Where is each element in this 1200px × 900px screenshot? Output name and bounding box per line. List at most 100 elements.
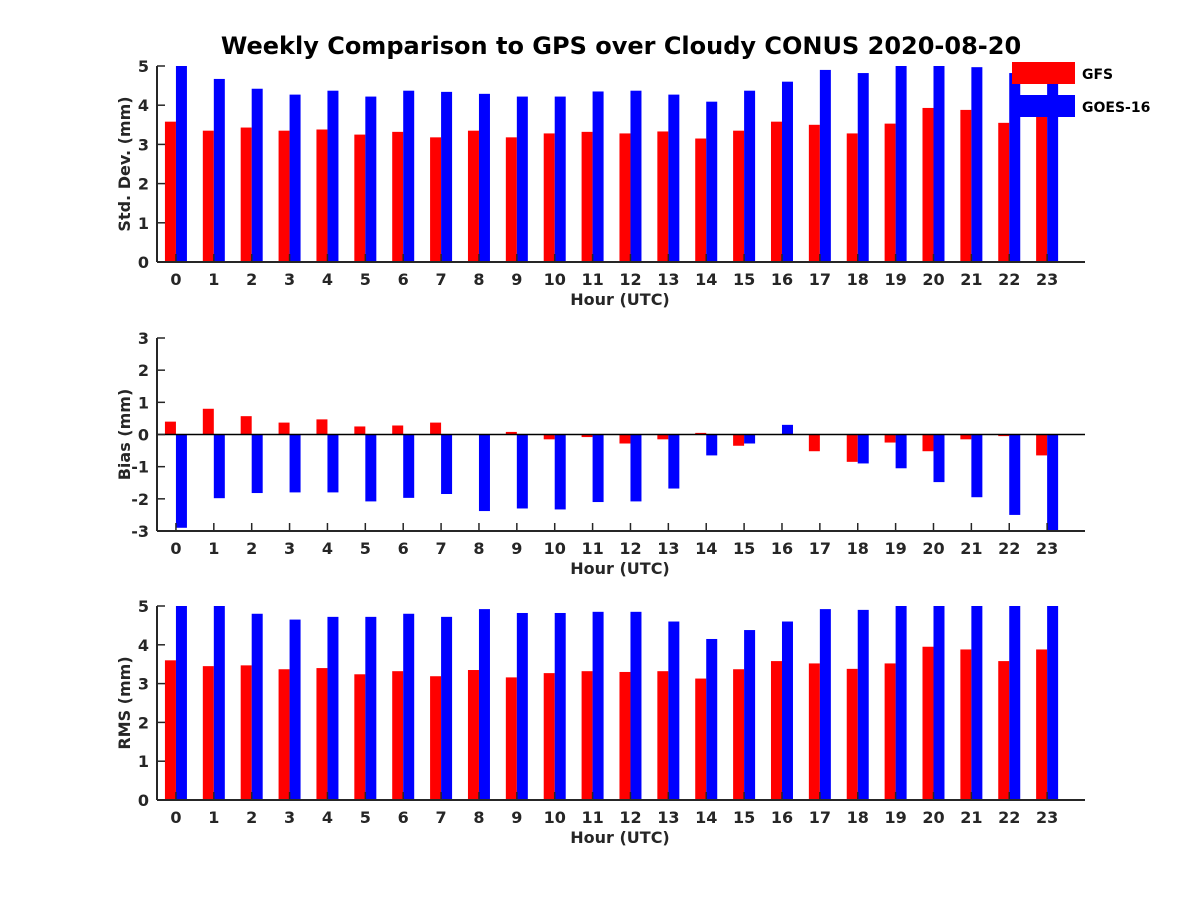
- bar-goes16-rms-3: [289, 619, 301, 800]
- bar-gfs-rms-5: [354, 674, 366, 800]
- bar-goes16-bias-1: [213, 434, 225, 499]
- bar-goes16-bias-23: [1047, 434, 1059, 531]
- x-tick-label-rms-2: 2: [246, 808, 257, 827]
- x-tick-label-stddev-5: 5: [360, 270, 371, 289]
- bar-goes16-stddev-22: [1009, 73, 1021, 262]
- bar-gfs-bias-22: [998, 434, 1010, 437]
- bar-gfs-bias-21: [960, 434, 972, 440]
- bar-goes16-stddev-0: [175, 66, 187, 262]
- bar-gfs-stddev-2: [240, 127, 252, 262]
- bar-gfs-stddev-15: [733, 130, 745, 262]
- x-tick-label-stddev-2: 2: [246, 270, 257, 289]
- bar-goes16-bias-0: [175, 434, 187, 528]
- bar-goes16-rms-9: [516, 612, 528, 800]
- bar-gfs-rms-16: [770, 661, 782, 800]
- bar-goes16-stddev-21: [971, 67, 983, 263]
- bar-goes16-rms-20: [933, 606, 945, 800]
- bar-goes16-stddev-14: [706, 101, 718, 262]
- bar-goes16-stddev-13: [668, 94, 680, 262]
- bar-goes16-bias-14: [706, 434, 718, 456]
- bar-gfs-bias-23: [1036, 434, 1048, 456]
- bar-gfs-rms-11: [581, 671, 593, 800]
- bar-gfs-stddev-9: [505, 137, 517, 262]
- y-tick-label-rms-4: 4: [138, 636, 149, 655]
- bar-goes16-bias-12: [630, 434, 642, 502]
- bar-gfs-rms-3: [278, 669, 290, 800]
- x-tick-label-stddev-14: 14: [695, 270, 717, 289]
- bar-gfs-stddev-4: [316, 129, 328, 262]
- bar-goes16-bias-8: [478, 434, 490, 512]
- bar-gfs-bias-15: [733, 434, 745, 446]
- bar-gfs-rms-17: [808, 663, 820, 800]
- bar-gfs-rms-9: [505, 677, 517, 800]
- x-tick-label-bias-17: 17: [809, 539, 831, 558]
- x-axis-label-bias: Hour (UTC): [570, 559, 670, 578]
- x-tick-label-bias-1: 1: [208, 539, 219, 558]
- x-tick-label-bias-18: 18: [847, 539, 869, 558]
- x-tick-label-bias-8: 8: [473, 539, 484, 558]
- bar-gfs-bias-4: [316, 419, 328, 435]
- bar-gfs-stddev-5: [354, 134, 366, 262]
- bar-gfs-stddev-11: [581, 131, 593, 262]
- bar-gfs-bias-11: [581, 434, 593, 438]
- y-tick-label-bias--2: -2: [131, 490, 149, 509]
- bar-gfs-rms-15: [733, 669, 745, 800]
- x-tick-label-stddev-3: 3: [284, 270, 295, 289]
- bar-goes16-rms-10: [554, 612, 566, 800]
- x-tick-label-rms-12: 12: [619, 808, 641, 827]
- x-tick-label-stddev-22: 22: [998, 270, 1020, 289]
- bar-gfs-rms-23: [1036, 649, 1048, 800]
- bar-gfs-rms-10: [543, 673, 555, 800]
- bar-goes16-stddev-15: [744, 90, 756, 262]
- bar-goes16-stddev-4: [327, 90, 339, 262]
- bar-gfs-bias-14: [695, 432, 707, 435]
- x-tick-label-stddev-8: 8: [473, 270, 484, 289]
- bar-gfs-bias-17: [808, 434, 820, 452]
- bar-goes16-rms-16: [781, 621, 793, 800]
- y-tick-label-stddev-4: 4: [138, 96, 149, 115]
- bar-gfs-stddev-22: [998, 122, 1010, 262]
- x-tick-label-bias-15: 15: [733, 539, 755, 558]
- bar-gfs-bias-6: [392, 425, 404, 435]
- bar-gfs-bias-3: [278, 422, 290, 435]
- bar-goes16-bias-18: [857, 434, 869, 464]
- x-tick-label-stddev-10: 10: [544, 270, 566, 289]
- y-tick-label-stddev-0: 0: [138, 253, 149, 272]
- bar-gfs-bias-12: [619, 434, 631, 444]
- bar-gfs-rms-14: [695, 678, 707, 800]
- bar-gfs-bias-10: [543, 434, 555, 440]
- x-tick-label-bias-0: 0: [170, 539, 181, 558]
- y-tick-label-rms-2: 2: [138, 713, 149, 732]
- x-tick-label-stddev-4: 4: [322, 270, 333, 289]
- y-tick-label-stddev-5: 5: [138, 57, 149, 76]
- x-tick-label-rms-4: 4: [322, 808, 333, 827]
- bar-goes16-bias-11: [592, 434, 604, 503]
- bar-goes16-bias-15: [744, 434, 756, 444]
- bar-goes16-stddev-11: [592, 91, 604, 262]
- bar-goes16-rms-2: [251, 613, 263, 800]
- bar-goes16-rms-5: [365, 616, 377, 800]
- bar-gfs-stddev-14: [695, 138, 707, 262]
- x-tick-label-rms-9: 9: [511, 808, 522, 827]
- bar-gfs-bias-19: [884, 434, 896, 443]
- x-tick-label-stddev-16: 16: [771, 270, 793, 289]
- bar-gfs-rms-12: [619, 671, 631, 800]
- x-tick-label-stddev-15: 15: [733, 270, 755, 289]
- y-tick-label-rms-5: 5: [138, 597, 149, 616]
- y-tick-label-bias-1: 1: [138, 393, 149, 412]
- x-tick-label-rms-19: 19: [884, 808, 906, 827]
- bar-goes16-rms-7: [441, 616, 453, 800]
- bar-gfs-stddev-13: [657, 131, 669, 262]
- bar-gfs-rms-20: [922, 646, 934, 800]
- bar-gfs-bias-9: [505, 431, 517, 435]
- bar-gfs-stddev-19: [884, 123, 896, 263]
- bar-goes16-stddev-18: [857, 73, 869, 262]
- x-tick-label-rms-5: 5: [360, 808, 371, 827]
- y-tick-label-bias-2: 2: [138, 361, 149, 380]
- bar-gfs-rms-7: [430, 676, 442, 800]
- bar-goes16-rms-22: [1009, 606, 1021, 800]
- bar-goes16-stddev-20: [933, 66, 945, 262]
